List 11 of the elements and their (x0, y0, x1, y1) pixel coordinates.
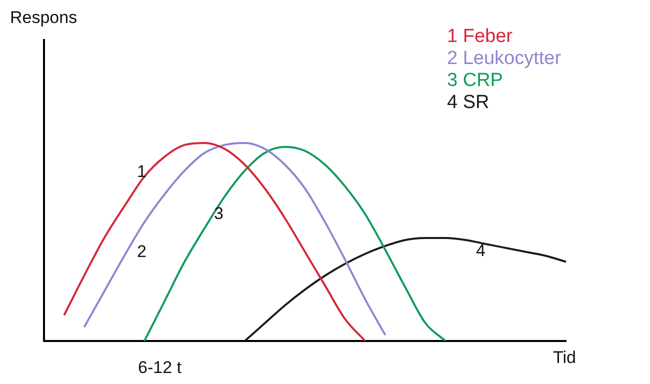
annotation: 4 (476, 241, 486, 261)
text: 4 SR (447, 92, 490, 114)
x-axis-title: Tid (553, 348, 576, 368)
text: 1 Feber (447, 26, 514, 48)
text: Respons (10, 8, 78, 28)
text: 2 Leukocytter (447, 48, 562, 70)
annotation: 1 (137, 162, 146, 182)
text: 6-12 t (138, 358, 182, 378)
annotation: 3 (214, 204, 224, 224)
annotation: 2 (137, 242, 146, 262)
text: 3 CRP (447, 70, 504, 92)
